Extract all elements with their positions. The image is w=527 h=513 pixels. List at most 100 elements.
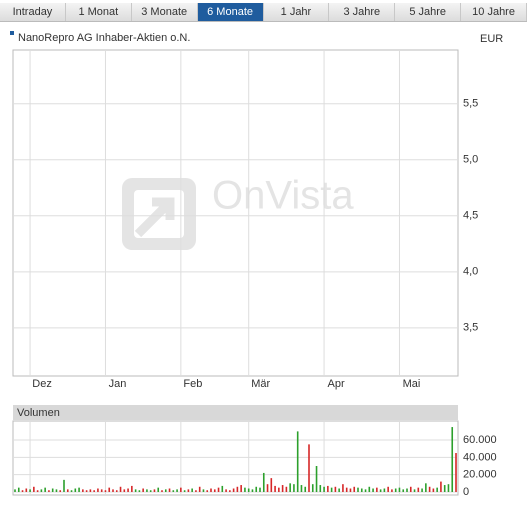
x-tick-label: Mai (403, 378, 421, 390)
volume-bar (447, 484, 450, 492)
volume-bar (270, 478, 273, 492)
volume-bar (327, 485, 329, 492)
volume-bar (402, 489, 405, 492)
volume-bar (70, 490, 73, 492)
y-tick-label: 3,5 (463, 322, 478, 334)
volume-bar (417, 487, 420, 492)
x-tick-label: Apr (328, 378, 345, 390)
volume-bar (14, 489, 16, 492)
volume-bar (342, 484, 344, 492)
volume-bar (153, 489, 156, 492)
volume-bar (59, 490, 62, 492)
volume-bar (398, 487, 401, 492)
y-tick-label: 0 (463, 486, 469, 498)
x-tick-label: Dez (32, 378, 52, 390)
volume-bar (379, 489, 382, 492)
y-tick-label: 5,5 (463, 98, 478, 110)
volume-bar (387, 486, 389, 492)
volume-bar (247, 488, 250, 492)
volume-bar (142, 488, 144, 492)
volume-bar (29, 489, 31, 492)
x-tick-label: Mär (251, 378, 270, 390)
volume-bar (195, 490, 197, 492)
volume-bar (455, 453, 457, 492)
volume-bar (432, 488, 435, 492)
volume-bar (323, 486, 325, 492)
tab[interactable]: 1 Monat (66, 3, 132, 21)
volume-bar (383, 488, 386, 492)
tab-bar: Intraday 1 Monat 3 Monate 6 Monate 1 Jahr 3 J… (0, 3, 527, 22)
tab[interactable]: Intraday (0, 3, 66, 21)
volume-bar (213, 489, 216, 492)
volume-bar (97, 488, 99, 492)
volume-bar (353, 486, 356, 492)
volume-bar (394, 488, 397, 492)
volume-bar (443, 485, 446, 492)
volume-bar (391, 489, 393, 492)
volume-bar (123, 489, 126, 492)
volume-bar (357, 487, 359, 492)
volume-title: Volumen (17, 407, 60, 419)
volume-bar (127, 488, 129, 492)
unit: EUR (480, 33, 503, 45)
volume-bar (131, 485, 133, 492)
volume-bar (225, 489, 227, 492)
volume-bar (21, 490, 24, 492)
y-tick-label: 5,0 (463, 154, 478, 166)
volume-bar (334, 486, 337, 492)
volume-bar (48, 490, 50, 492)
volume-bar (66, 489, 69, 492)
volume-bar (372, 488, 374, 492)
volume-bar (100, 489, 103, 492)
y-tick-label: 4,0 (463, 266, 478, 278)
y-tick-label: 4,5 (463, 210, 478, 222)
tab[interactable]: 6 Monate (197, 3, 264, 21)
volume-bar (278, 487, 280, 492)
y-tick-label: 40.000 (463, 451, 497, 463)
y-tick-label: 20.000 (463, 469, 497, 481)
volume-bar (229, 490, 231, 492)
title-bullet (10, 31, 14, 35)
volume-bar (172, 490, 175, 492)
volume-bar (217, 487, 220, 492)
volume-bar (296, 431, 299, 492)
tab[interactable]: 3 Monate (132, 3, 198, 21)
volume-bar (244, 487, 246, 492)
volume-bar (51, 488, 54, 492)
volume-bar (221, 485, 224, 492)
volume-bar (274, 485, 276, 492)
volume-bar (285, 486, 288, 492)
volume-bar (40, 489, 43, 492)
volume-bar (413, 489, 416, 492)
x-tick-label: Jan (109, 378, 127, 390)
volume-bar (251, 489, 254, 492)
volume-bar (364, 489, 367, 492)
volume-bar (25, 488, 28, 492)
volume-header (13, 405, 458, 420)
volume-bar (44, 487, 46, 492)
volume-bar (428, 486, 431, 492)
volume-bar (183, 490, 186, 492)
volume-bar (36, 490, 39, 492)
volume-bar (266, 484, 269, 492)
volume-bar (176, 489, 178, 492)
volume-bar (63, 479, 65, 492)
x-tick-label: Feb (183, 378, 202, 390)
volume-bar (338, 488, 340, 492)
volume-bar (149, 490, 152, 492)
volume-bar (89, 489, 92, 492)
volume-bar (191, 488, 193, 492)
volume-bar (440, 481, 442, 492)
volume-bar (315, 466, 318, 492)
volume-bar (368, 486, 371, 492)
volume-bar (304, 486, 307, 492)
volume-bar (259, 487, 261, 492)
volume-bar (115, 490, 118, 492)
volume-bar (425, 483, 427, 492)
volume-bar (308, 444, 310, 492)
volume-bar (240, 485, 242, 492)
tab[interactable]: 3 Jahre (329, 3, 396, 21)
tab[interactable]: 5 Jahre (395, 3, 462, 21)
tab[interactable]: 1 Jahr (264, 3, 330, 21)
